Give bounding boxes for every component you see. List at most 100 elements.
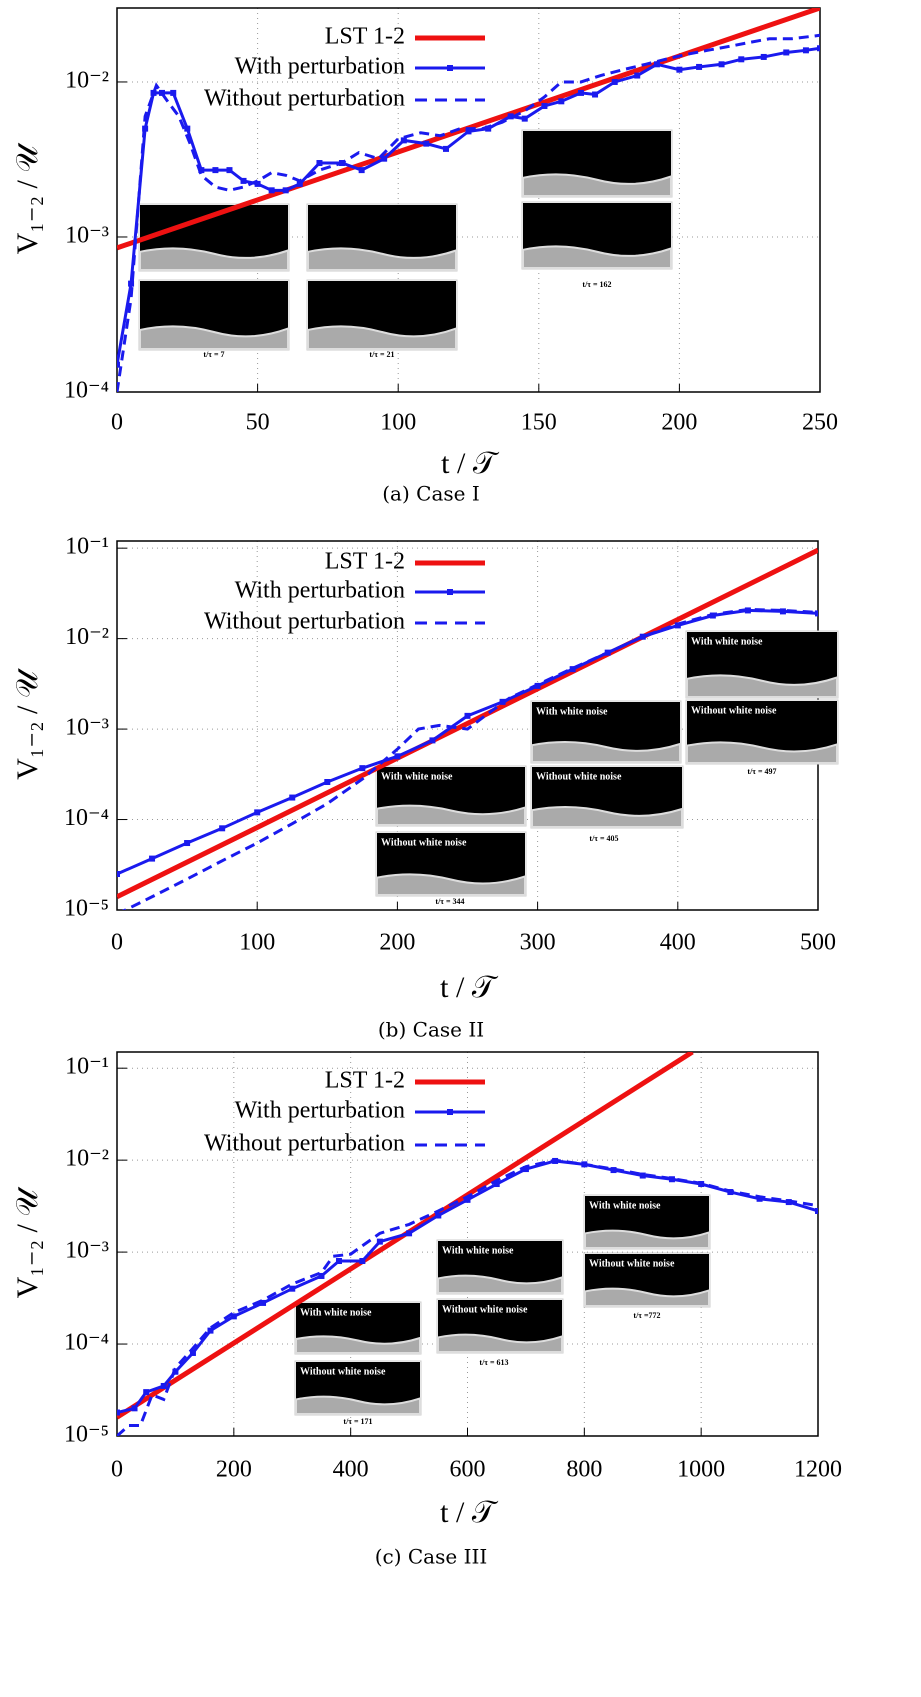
series-marker [653,61,660,68]
series-marker [676,66,683,73]
series-marker [521,115,528,122]
series-line [121,607,818,910]
series-marker [158,89,165,96]
series-marker [296,180,303,187]
x-tick-label: 150 [521,410,557,436]
series-marker [335,1258,342,1265]
y-tick-label: 10⁻¹ [65,1054,109,1080]
inset-caption: t/τ = 7 [203,350,224,359]
x-axis-label: t / 𝒯 [440,1496,499,1529]
series-marker [143,1389,150,1396]
inset-fluid [139,325,289,350]
inset-label: With white noise [442,1245,514,1256]
series-marker [117,871,120,878]
series-marker [569,666,576,673]
inset-label: With white noise [589,1200,661,1211]
y-axis-label: V₁₋₂ / 𝒰 [11,667,44,780]
plot-frame [116,7,821,393]
inset-fluid [307,247,457,271]
inset-label: Without white noise [300,1366,386,1377]
series-marker [783,49,790,56]
series-marker [485,125,492,132]
series-marker [254,180,261,187]
x-tick-label: 50 [246,410,270,436]
series-marker [316,160,323,167]
inset-fluid [531,741,681,763]
series-marker [131,1405,138,1412]
series-marker [189,1349,196,1356]
y-tick-label: 10⁻³ [65,1238,109,1264]
series-marker [149,855,156,862]
series-marker [541,102,548,109]
series-line [117,547,818,900]
y-tick-label: 10⁻¹ [65,534,109,560]
series-marker [400,137,407,144]
x-tick-label: 0 [111,410,123,436]
series-marker [359,765,366,772]
inset-fluid [139,247,289,271]
x-tick-label: 250 [802,410,838,436]
series-marker [465,128,472,135]
x-tick-label: 200 [216,1457,252,1483]
y-axis-label: V₁₋₂ / 𝒰 [11,142,44,255]
x-tick-label: 800 [566,1457,602,1483]
y-tick-label: 10⁻² [65,67,109,93]
series-marker [464,712,471,719]
x-tick-label: 1000 [677,1457,725,1483]
x-tick-label: 0 [111,1457,123,1483]
series-marker [260,1299,267,1306]
series-marker [634,72,641,79]
series-marker [610,1167,617,1174]
series-marker [423,140,430,147]
series-marker [507,113,514,120]
series-marker [376,1238,383,1245]
inset-fluid [376,873,526,896]
x-tick-label: 400 [660,930,696,956]
series-marker [170,89,177,96]
legend-label: Without perturbation [204,1131,405,1157]
y-tick-label: 10⁻⁵ [64,1422,109,1448]
inset-label: Without white noise [536,771,622,782]
legend-label: With perturbation [235,54,405,80]
series-marker [117,1409,120,1416]
inset-label: Without white noise [442,1304,528,1315]
series-marker [817,45,820,52]
inset-label: Without white noise [691,705,777,716]
series-marker [226,167,233,174]
series-marker [240,177,247,184]
x-axis-label: t / 𝒯 [441,447,500,480]
legend-label: Without perturbation [204,609,405,635]
x-tick-label: 100 [380,410,416,436]
y-tick-label: 10⁻⁴ [64,1330,109,1356]
x-tick-label: 200 [661,410,697,436]
y-tick-label: 10⁻² [65,1146,109,1172]
series-line [117,33,820,392]
legend-label: With perturbation [235,578,405,604]
inset-caption: t/τ = 21 [369,350,394,359]
series-marker [558,98,565,105]
series-marker [358,167,365,174]
series-marker [254,809,261,816]
series-marker [611,78,618,85]
series-marker [443,145,450,152]
series-marker [184,840,191,847]
series-marker [815,1207,818,1214]
inset-label: With white noise [536,706,608,717]
y-tick-label: 10⁻⁴ [64,378,109,404]
series-marker [639,1172,646,1179]
legend-marker [447,589,453,595]
caption: (c) Case III [375,1545,488,1569]
caption: (b) Case II [378,1018,484,1042]
legend-marker [447,1109,453,1115]
series-marker [324,779,331,786]
series-marker [184,125,191,132]
inset-fluid [522,245,672,269]
inset-label: Without white noise [381,837,467,848]
series-marker [289,794,296,801]
x-tick-label: 200 [379,930,415,956]
plot-frame [116,1051,819,1437]
x-tick-label: 400 [333,1457,369,1483]
inset-fluid [531,806,683,828]
series-marker [592,91,599,98]
series-marker [522,1166,529,1173]
